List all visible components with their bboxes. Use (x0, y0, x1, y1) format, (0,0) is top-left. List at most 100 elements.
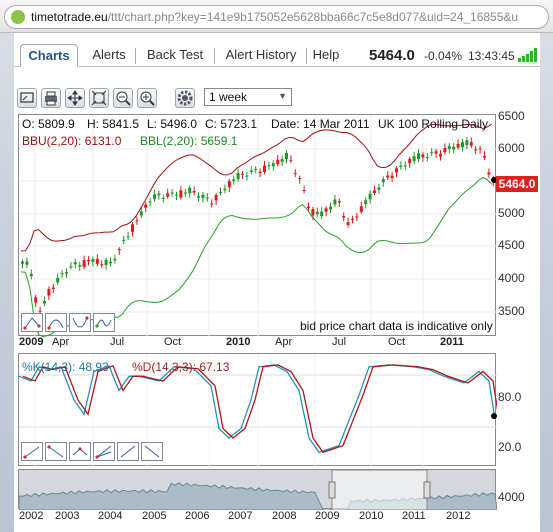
candle-body (399, 165, 403, 167)
candle-body (461, 142, 464, 148)
candle-body (232, 179, 236, 182)
candle-body (192, 190, 196, 193)
candle-body (236, 172, 240, 180)
y-tick: 4000 (498, 490, 525, 504)
period-select[interactable]: 1 week ▼ (204, 88, 292, 106)
y-tick: 80.0 (498, 390, 522, 404)
fit-icon[interactable] (89, 88, 109, 108)
nav-year: 2012 (446, 510, 471, 522)
candle-body (320, 211, 324, 217)
candle-body (139, 211, 143, 216)
down-line-tool-icon[interactable] (45, 442, 67, 461)
move-icon[interactable] (65, 88, 85, 108)
trend-line-tool-icon[interactable] (21, 442, 43, 461)
candle-body (148, 201, 152, 203)
chart-app: Charts Alerts Back Test Alert History He… (14, 33, 540, 532)
tab-alerts[interactable]: Alerts (92, 47, 126, 62)
y-tick: 4500 (498, 238, 525, 252)
tab-charts[interactable]: Charts (20, 44, 78, 67)
candle-body (421, 154, 425, 158)
y-tick: 5000 (498, 206, 525, 220)
candle-body (377, 187, 381, 190)
candle-body (47, 289, 51, 296)
settings-icon[interactable] (175, 88, 195, 108)
print-icon[interactable] (41, 88, 61, 108)
navigator-plot[interactable] (19, 470, 497, 510)
candle-body (69, 266, 73, 268)
candle-body (25, 261, 29, 265)
candle-body (452, 146, 456, 150)
page-background-left (0, 33, 14, 532)
candle-body (29, 273, 33, 277)
line-tool-icon[interactable] (21, 313, 43, 332)
candle-body (249, 170, 253, 172)
last-price-marker (491, 177, 497, 183)
nav-year: 2008 (272, 510, 297, 522)
tab-divider (135, 48, 136, 64)
tab-divider (214, 48, 215, 64)
price-change: -0.04% (424, 49, 463, 63)
range-navigator[interactable] (18, 469, 497, 510)
candle-body (403, 165, 407, 167)
candle-body (51, 287, 55, 290)
candle-body (210, 203, 214, 205)
ray-down-tool-icon[interactable] (141, 442, 163, 461)
candle-body (227, 181, 231, 188)
zoom-out-icon[interactable] (113, 88, 133, 108)
curve-tool-icon[interactable] (69, 313, 91, 332)
candle-body (157, 193, 161, 196)
candle-body (395, 168, 398, 173)
tab-help[interactable]: Help (312, 47, 340, 62)
candle-body (478, 148, 482, 150)
url-text[interactable]: timetotrade.eu/ttt/chart.php?key=141e9b1… (31, 10, 519, 24)
wave-tool-icon[interactable] (93, 313, 115, 332)
nav-year: 2007 (228, 510, 253, 522)
nav-year: 2002 (19, 510, 44, 522)
candle-body (474, 149, 478, 151)
fan-tool-icon[interactable] (93, 442, 115, 461)
tab-alert-history[interactable]: Alert History (225, 47, 297, 62)
candlestick-plot[interactable] (19, 115, 497, 337)
ohlc-high: H: 5841.5 (87, 117, 140, 131)
candle-body (368, 193, 372, 200)
candle-body (82, 260, 86, 268)
bbu-line (20, 123, 493, 252)
draw-icon[interactable] (17, 88, 37, 108)
candle-body (280, 159, 284, 162)
nav-year: 2005 (142, 510, 167, 522)
candle-body (60, 273, 64, 275)
stoch-marker (491, 413, 497, 419)
nav-year: 2009 (315, 510, 340, 522)
candle-body (267, 165, 271, 167)
nav-year: 2006 (185, 510, 210, 522)
navigator-right-handle (423, 481, 431, 499)
candle-body (113, 258, 117, 261)
candle-body (425, 156, 429, 158)
y-tick: 4000 (498, 271, 525, 285)
browser-address-bar: timetotrade.eu/ttt/chart.php?key=141e9b1… (0, 0, 553, 33)
stoch-k-line (19, 364, 496, 454)
candle-body (329, 206, 332, 210)
server-time: 13:43:45 (468, 49, 515, 63)
candle-body (135, 220, 139, 222)
candle-body (65, 271, 68, 274)
candle-body (131, 224, 134, 232)
url-field[interactable]: timetotrade.eu/ttt/chart.php?key=141e9b1… (4, 5, 549, 29)
zoom-in-icon[interactable] (137, 88, 157, 108)
stoch-d-line (22, 364, 497, 454)
bbl-line (20, 176, 493, 337)
ray-up-tool-icon[interactable] (117, 442, 139, 461)
candle-body (254, 168, 258, 170)
candle-body (315, 211, 319, 215)
arc-tool-icon[interactable] (45, 313, 67, 332)
stochastic-panel[interactable]: %K(14,3): 48.93 %D(14,3,3): 67.13 (18, 353, 497, 467)
navigator-window (331, 470, 428, 510)
price-chart[interactable]: O: 5809.9 H: 5841.5 L: 5496.0 C: 5723.1 … (18, 114, 497, 337)
candle-body (351, 218, 354, 220)
candle-body (289, 159, 293, 161)
candle-body (241, 173, 244, 175)
channel-tool-icon[interactable] (69, 442, 91, 461)
tab-back-test[interactable]: Back Test (146, 47, 204, 62)
stochastic-plot[interactable] (19, 354, 497, 467)
stoch-k-label: %K(14,3): 48.93 (22, 360, 109, 374)
